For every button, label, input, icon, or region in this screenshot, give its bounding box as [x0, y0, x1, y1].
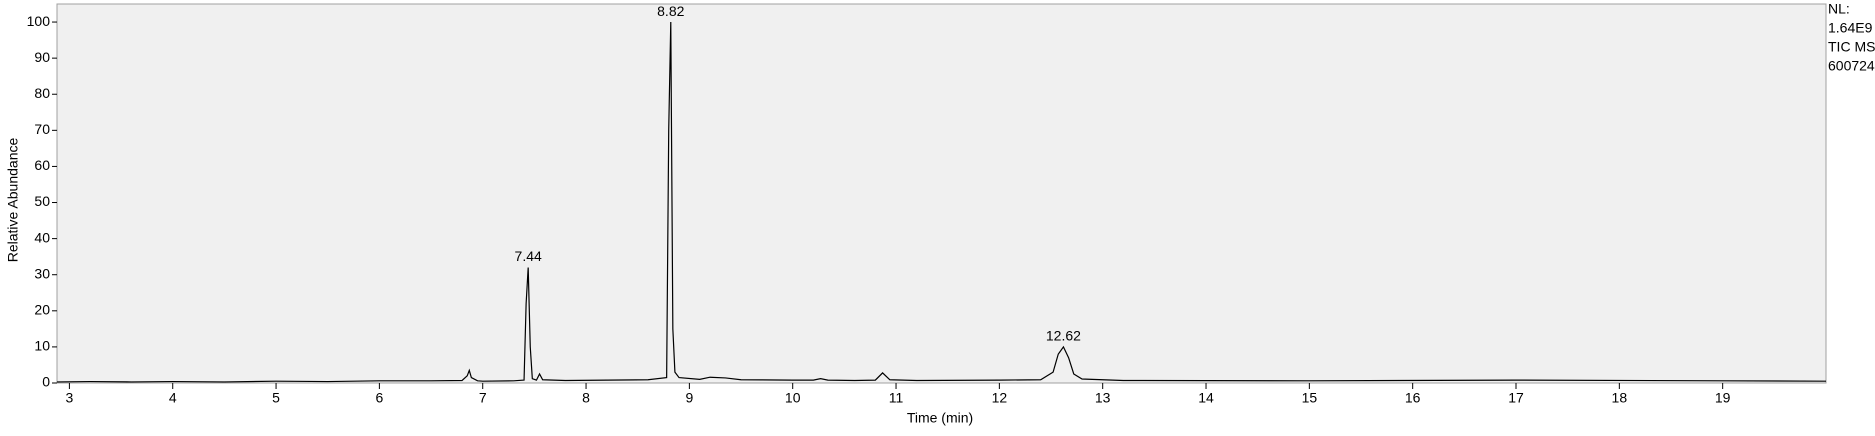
- x-tick-label: 6: [375, 390, 383, 406]
- y-tick-label: 70: [34, 121, 50, 137]
- y-tick-label: 80: [34, 85, 50, 101]
- peak-label: 7.44: [515, 248, 542, 264]
- y-tick-label: 20: [34, 302, 50, 318]
- x-tick-label: 14: [1198, 390, 1214, 406]
- y-tick-label: 40: [34, 229, 50, 245]
- x-tick-label: 4: [169, 390, 177, 406]
- plot-area: [56, 3, 1827, 384]
- y-tick-label: 50: [34, 193, 50, 209]
- y-tick-label: 10: [34, 338, 50, 354]
- x-tick-label: 10: [785, 390, 801, 406]
- x-axis-label: Time (min): [907, 410, 973, 426]
- y-tick-label: 30: [34, 265, 50, 281]
- x-tick-label: 11: [889, 390, 904, 406]
- x-tick-label: 8: [582, 390, 590, 406]
- x-tick-label: 9: [685, 390, 693, 406]
- y-tick-label: 90: [34, 49, 50, 65]
- x-tick-label: 18: [1612, 390, 1628, 406]
- y-tick-label: 60: [34, 157, 50, 173]
- x-tick-label: 13: [1095, 390, 1111, 406]
- side-label: TIC MS: [1828, 39, 1875, 55]
- x-tick-label: 16: [1405, 390, 1421, 406]
- x-tick-label: 12: [992, 390, 1008, 406]
- y-tick-label: 0: [42, 374, 50, 390]
- side-label: 600724: [1828, 58, 1875, 74]
- y-tick-label: 100: [27, 13, 51, 29]
- y-axis-label: Relative Abundance: [5, 138, 21, 263]
- x-tick-label: 19: [1715, 390, 1731, 406]
- side-label: NL:: [1828, 1, 1850, 17]
- x-tick-label: 7: [479, 390, 487, 406]
- x-tick-label: 3: [66, 390, 74, 406]
- x-tick-label: 5: [272, 390, 280, 406]
- chromatogram-line: [56, 22, 1827, 383]
- x-tick-label: 17: [1508, 390, 1524, 406]
- x-tick-label: 15: [1302, 390, 1318, 406]
- peak-label: 8.82: [657, 3, 684, 19]
- side-label: 1.64E9: [1828, 20, 1873, 36]
- peak-label: 12.62: [1046, 328, 1081, 344]
